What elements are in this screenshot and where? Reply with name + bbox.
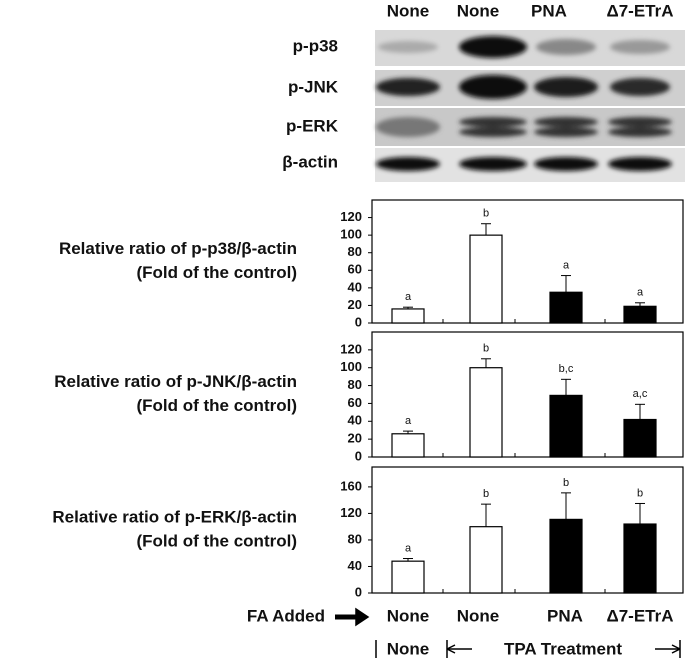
bands (376, 36, 672, 171)
y-tick-label: 0 (355, 448, 362, 463)
y-tick-label: 120 (340, 505, 362, 520)
arrows (335, 607, 681, 658)
lane-label: None (387, 1, 430, 20)
x-tick-label: None (457, 606, 500, 625)
bar (549, 518, 583, 594)
y-tick-label: 80 (348, 244, 362, 259)
y-tick-label: 40 (348, 413, 362, 428)
y-tick-label: 120 (340, 209, 362, 224)
significance-label: b (483, 208, 489, 220)
significance-label: a (405, 291, 412, 303)
y-tick-label: 80 (348, 377, 362, 392)
y-axis-title: (Fold of the control) (136, 396, 297, 415)
y-tick-label: 20 (348, 431, 362, 446)
significance-label: b (483, 343, 489, 355)
y-tick-label: 40 (348, 279, 362, 294)
y-axis-title: Relative ratio of p-JNK/β-actin (54, 372, 297, 391)
bar (623, 523, 657, 594)
group-label: TPA Treatment (504, 639, 622, 658)
lane-label: Δ7-ETrA (606, 1, 673, 20)
blot-label: p-JNK (288, 77, 339, 96)
plot-frame (371, 199, 684, 324)
significance-label: a (563, 259, 570, 271)
y-axis-title: (Fold of the control) (136, 531, 297, 550)
y-axis-title: Relative ratio of p-ERK/β-actin (52, 507, 297, 526)
significance-label: b (637, 487, 643, 499)
y-axis-title: Relative ratio of p-p38/β-actin (59, 239, 297, 258)
bar (469, 526, 503, 594)
x-tick-label: PNA (547, 606, 583, 625)
blot-label: p-p38 (293, 36, 338, 55)
y-tick-label: 100 (340, 359, 362, 374)
plot-frame (371, 331, 684, 458)
lane-label: PNA (531, 1, 567, 20)
significance-label: a (405, 542, 412, 554)
x-tick-label: None (387, 606, 430, 625)
y-tick-label: 80 (348, 531, 362, 546)
y-tick-label: 0 (355, 314, 362, 329)
significance-label: a (637, 287, 644, 299)
significance-label: b,c (559, 363, 574, 375)
blot (375, 30, 685, 182)
x-axis-title: FA Added (247, 606, 325, 625)
blot-label: p-ERK (286, 116, 339, 135)
significance-label: b (563, 477, 569, 489)
bar (391, 308, 425, 324)
bar (469, 234, 503, 324)
bar (549, 394, 583, 458)
y-tick-label: 20 (348, 297, 362, 312)
lane-label: None (457, 1, 500, 20)
bar (623, 418, 657, 458)
y-tick-label: 40 (348, 558, 362, 573)
bar (549, 291, 583, 324)
y-tick-label: 160 (340, 478, 362, 493)
significance-label: a,c (633, 388, 648, 400)
y-tick-label: 100 (340, 227, 362, 242)
bar (391, 433, 425, 458)
y-tick-label: 0 (355, 584, 362, 599)
significance-label: b (483, 488, 489, 500)
bar (623, 305, 657, 324)
y-tick-label: 120 (340, 341, 362, 356)
blot-label: β-actin (282, 152, 338, 171)
significance-label: a (405, 415, 412, 427)
bar (469, 367, 503, 458)
bar (391, 560, 425, 594)
group-label: None (387, 639, 430, 658)
y-tick-label: 60 (348, 395, 362, 410)
y-axis-title: (Fold of the control) (136, 263, 297, 282)
plot-frame (371, 466, 684, 594)
y-tick-label: 60 (348, 262, 362, 277)
x-tick-label: Δ7-ETrA (606, 606, 673, 625)
